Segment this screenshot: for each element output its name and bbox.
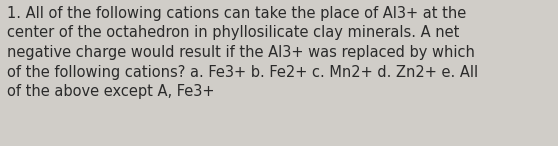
Text: 1. All of the following cations can take the place of Al3+ at the
center of the : 1. All of the following cations can take… — [7, 6, 478, 99]
